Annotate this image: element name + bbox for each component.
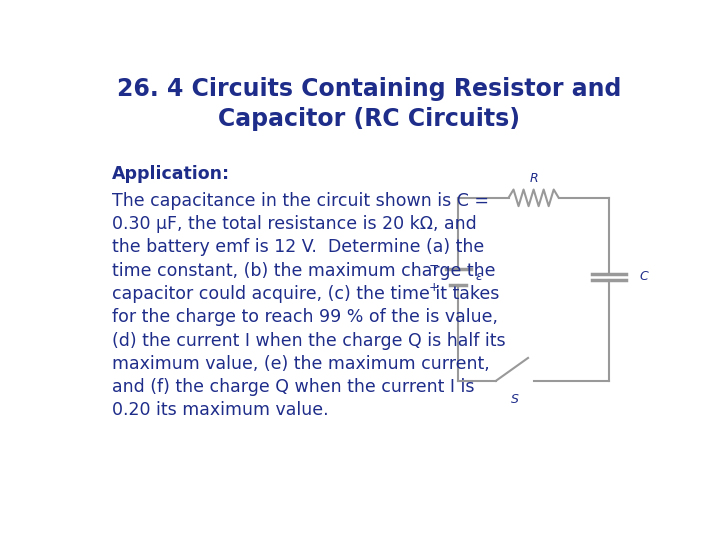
- Text: +: +: [428, 281, 439, 294]
- Text: 26. 4 Circuits Containing Resistor and
Capacitor (RC Circuits): 26. 4 Circuits Containing Resistor and C…: [117, 77, 621, 131]
- Text: C: C: [639, 271, 649, 284]
- Text: −: −: [429, 260, 439, 273]
- Text: The capacitance in the circuit shown is C =
0.30 μF, the total resistance is 20 : The capacitance in the circuit shown is …: [112, 192, 506, 420]
- Text: ε: ε: [475, 271, 482, 284]
- Text: Application:: Application:: [112, 165, 230, 183]
- Text: R: R: [529, 172, 538, 185]
- Text: S: S: [510, 393, 518, 406]
